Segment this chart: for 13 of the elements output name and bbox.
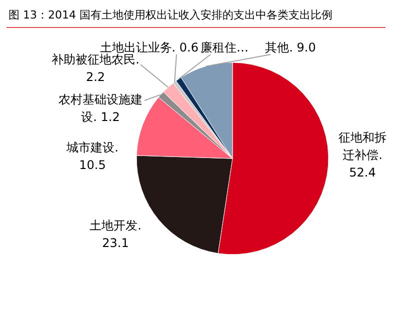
slice-label: 补助被征地农民. bbox=[52, 52, 140, 66]
data-label: 2.2 bbox=[86, 70, 106, 84]
data-label: 23.1 bbox=[102, 236, 129, 250]
slice-label: 征地和拆迁补偿. bbox=[338, 130, 386, 162]
slice-label: 廉租住… bbox=[200, 40, 248, 54]
data-label: 10.5 bbox=[79, 158, 106, 172]
slice-label: 农村基础设施建设. 1.2 bbox=[58, 92, 142, 124]
slice-label: 其他. 9.0 bbox=[265, 40, 316, 54]
slice-label: 城市建设. bbox=[66, 140, 118, 154]
data-label: 52.4 bbox=[349, 166, 376, 180]
slice-label: 土地出让业务. 0.6 bbox=[100, 40, 199, 54]
slice-label: 土地开发. bbox=[90, 218, 142, 232]
chart-title: 图 13：2014 国有土地使用权出让收入安排的支出中各类支出比例 bbox=[8, 8, 332, 22]
